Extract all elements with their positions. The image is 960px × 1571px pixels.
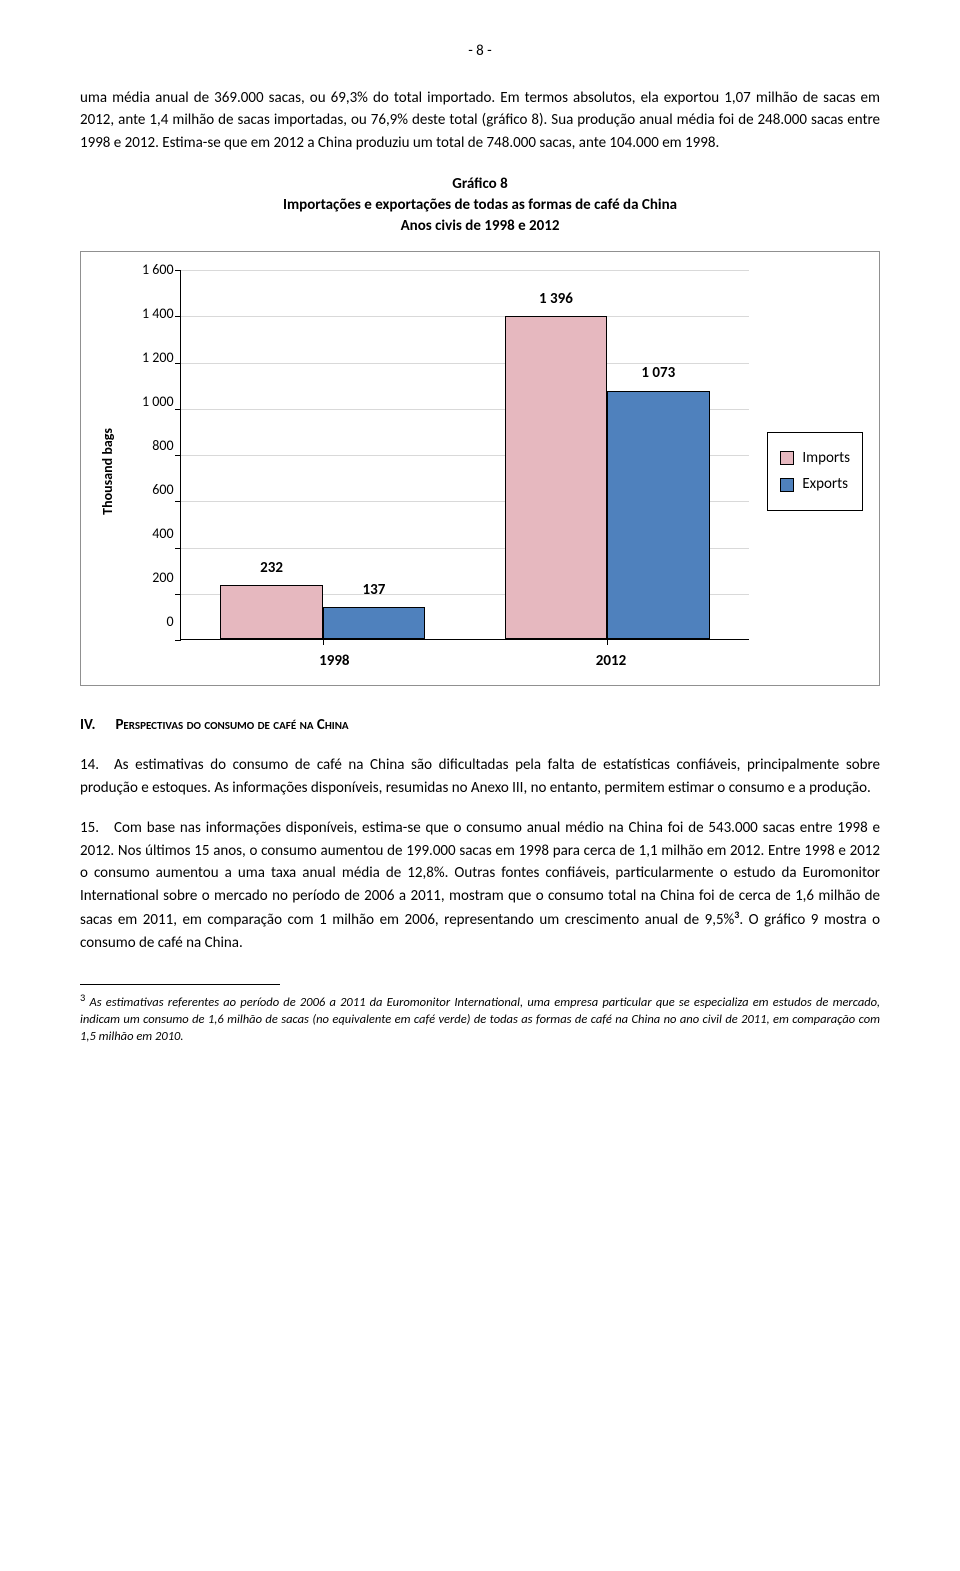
legend: Imports Exports [767,432,863,511]
grid-line [181,316,750,317]
footnote-3: 3 As estimativas referentes ao período d… [80,991,880,1046]
y-tick-mark [175,316,181,317]
section-num: IV. [80,716,95,734]
y-tick-label: 400 [142,525,174,543]
y-tick-label: 1 400 [142,305,174,323]
chart-inner: Thousand bags 1 6001 4001 2001 000800600… [97,270,863,673]
bar [220,585,322,639]
section-title: Perspectivas do consumo de café na China [115,716,348,734]
y-tick-label: 600 [142,481,174,499]
y-tick-mark [175,270,181,271]
y-tick-label: 800 [142,437,174,455]
x-tick-mark [607,639,608,645]
x-category-label: 1998 [196,650,473,673]
x-tick-mark [323,639,324,645]
y-tick-label: 1 600 [142,261,174,279]
bar-value-label: 137 [334,579,414,602]
bar [607,391,709,639]
x-category-label: 2012 [473,650,750,673]
grid-line [181,270,750,271]
y-tick-mark [175,594,181,595]
footnote-separator [80,984,280,985]
chart-title: Gráfico 8 Importações e exportações de t… [80,174,880,237]
paragraph-14: 14. As estimativas do consumo de café na… [80,754,880,799]
legend-label: Imports [802,447,850,470]
y-tick-mark [175,363,181,364]
legend-item: Imports [780,447,850,470]
section-heading: IV. Perspectivas do consumo de café na Ch… [80,714,880,737]
chart-title-line1: Gráfico 8 [452,175,507,193]
y-tick-label: 200 [142,569,174,587]
y-tick-mark [175,548,181,549]
chart-title-line2: Importações e exportações de todas as fo… [283,196,677,214]
y-tick-label: 0 [142,613,174,631]
y-tick-mark [175,409,181,410]
bar [505,316,607,639]
plot-area: 232 137 1 396 1 073 [180,270,750,640]
y-tick-mark [175,501,181,502]
y-axis-label: Thousand bags [97,428,118,515]
page-number: - 8 - [80,40,880,63]
bar-value-label: 232 [232,557,312,580]
y-tick-mark [175,640,181,641]
paragraph-intro: uma média anual de 369.000 sacas, ou 69,… [80,87,880,155]
y-tick-mark [175,455,181,456]
y-tick-label: 1 200 [142,349,174,367]
legend-swatch [780,451,794,465]
chart-plot: 1 6001 4001 2001 0008006004002000 232137… [142,270,749,673]
legend-item: Exports [780,473,850,496]
bar-value-label: 1 073 [618,362,698,385]
y-tick-label: 1 000 [142,393,174,411]
chart-title-line3: Anos civis de 1998 e 2012 [401,217,560,235]
legend-swatch [780,478,794,492]
paragraph-15: 15. Com base nas informações disponíveis… [80,817,880,954]
bar-value-label: 1 396 [516,288,596,311]
bar [323,607,425,639]
chart-container: Thousand bags 1 600 1 400 1 200 1 000 800 600… [80,251,880,686]
legend-label: Exports [802,473,848,496]
footnote-text: As estimativas referentes ao período de … [80,995,880,1044]
x-axis: 19982012 [148,650,749,673]
